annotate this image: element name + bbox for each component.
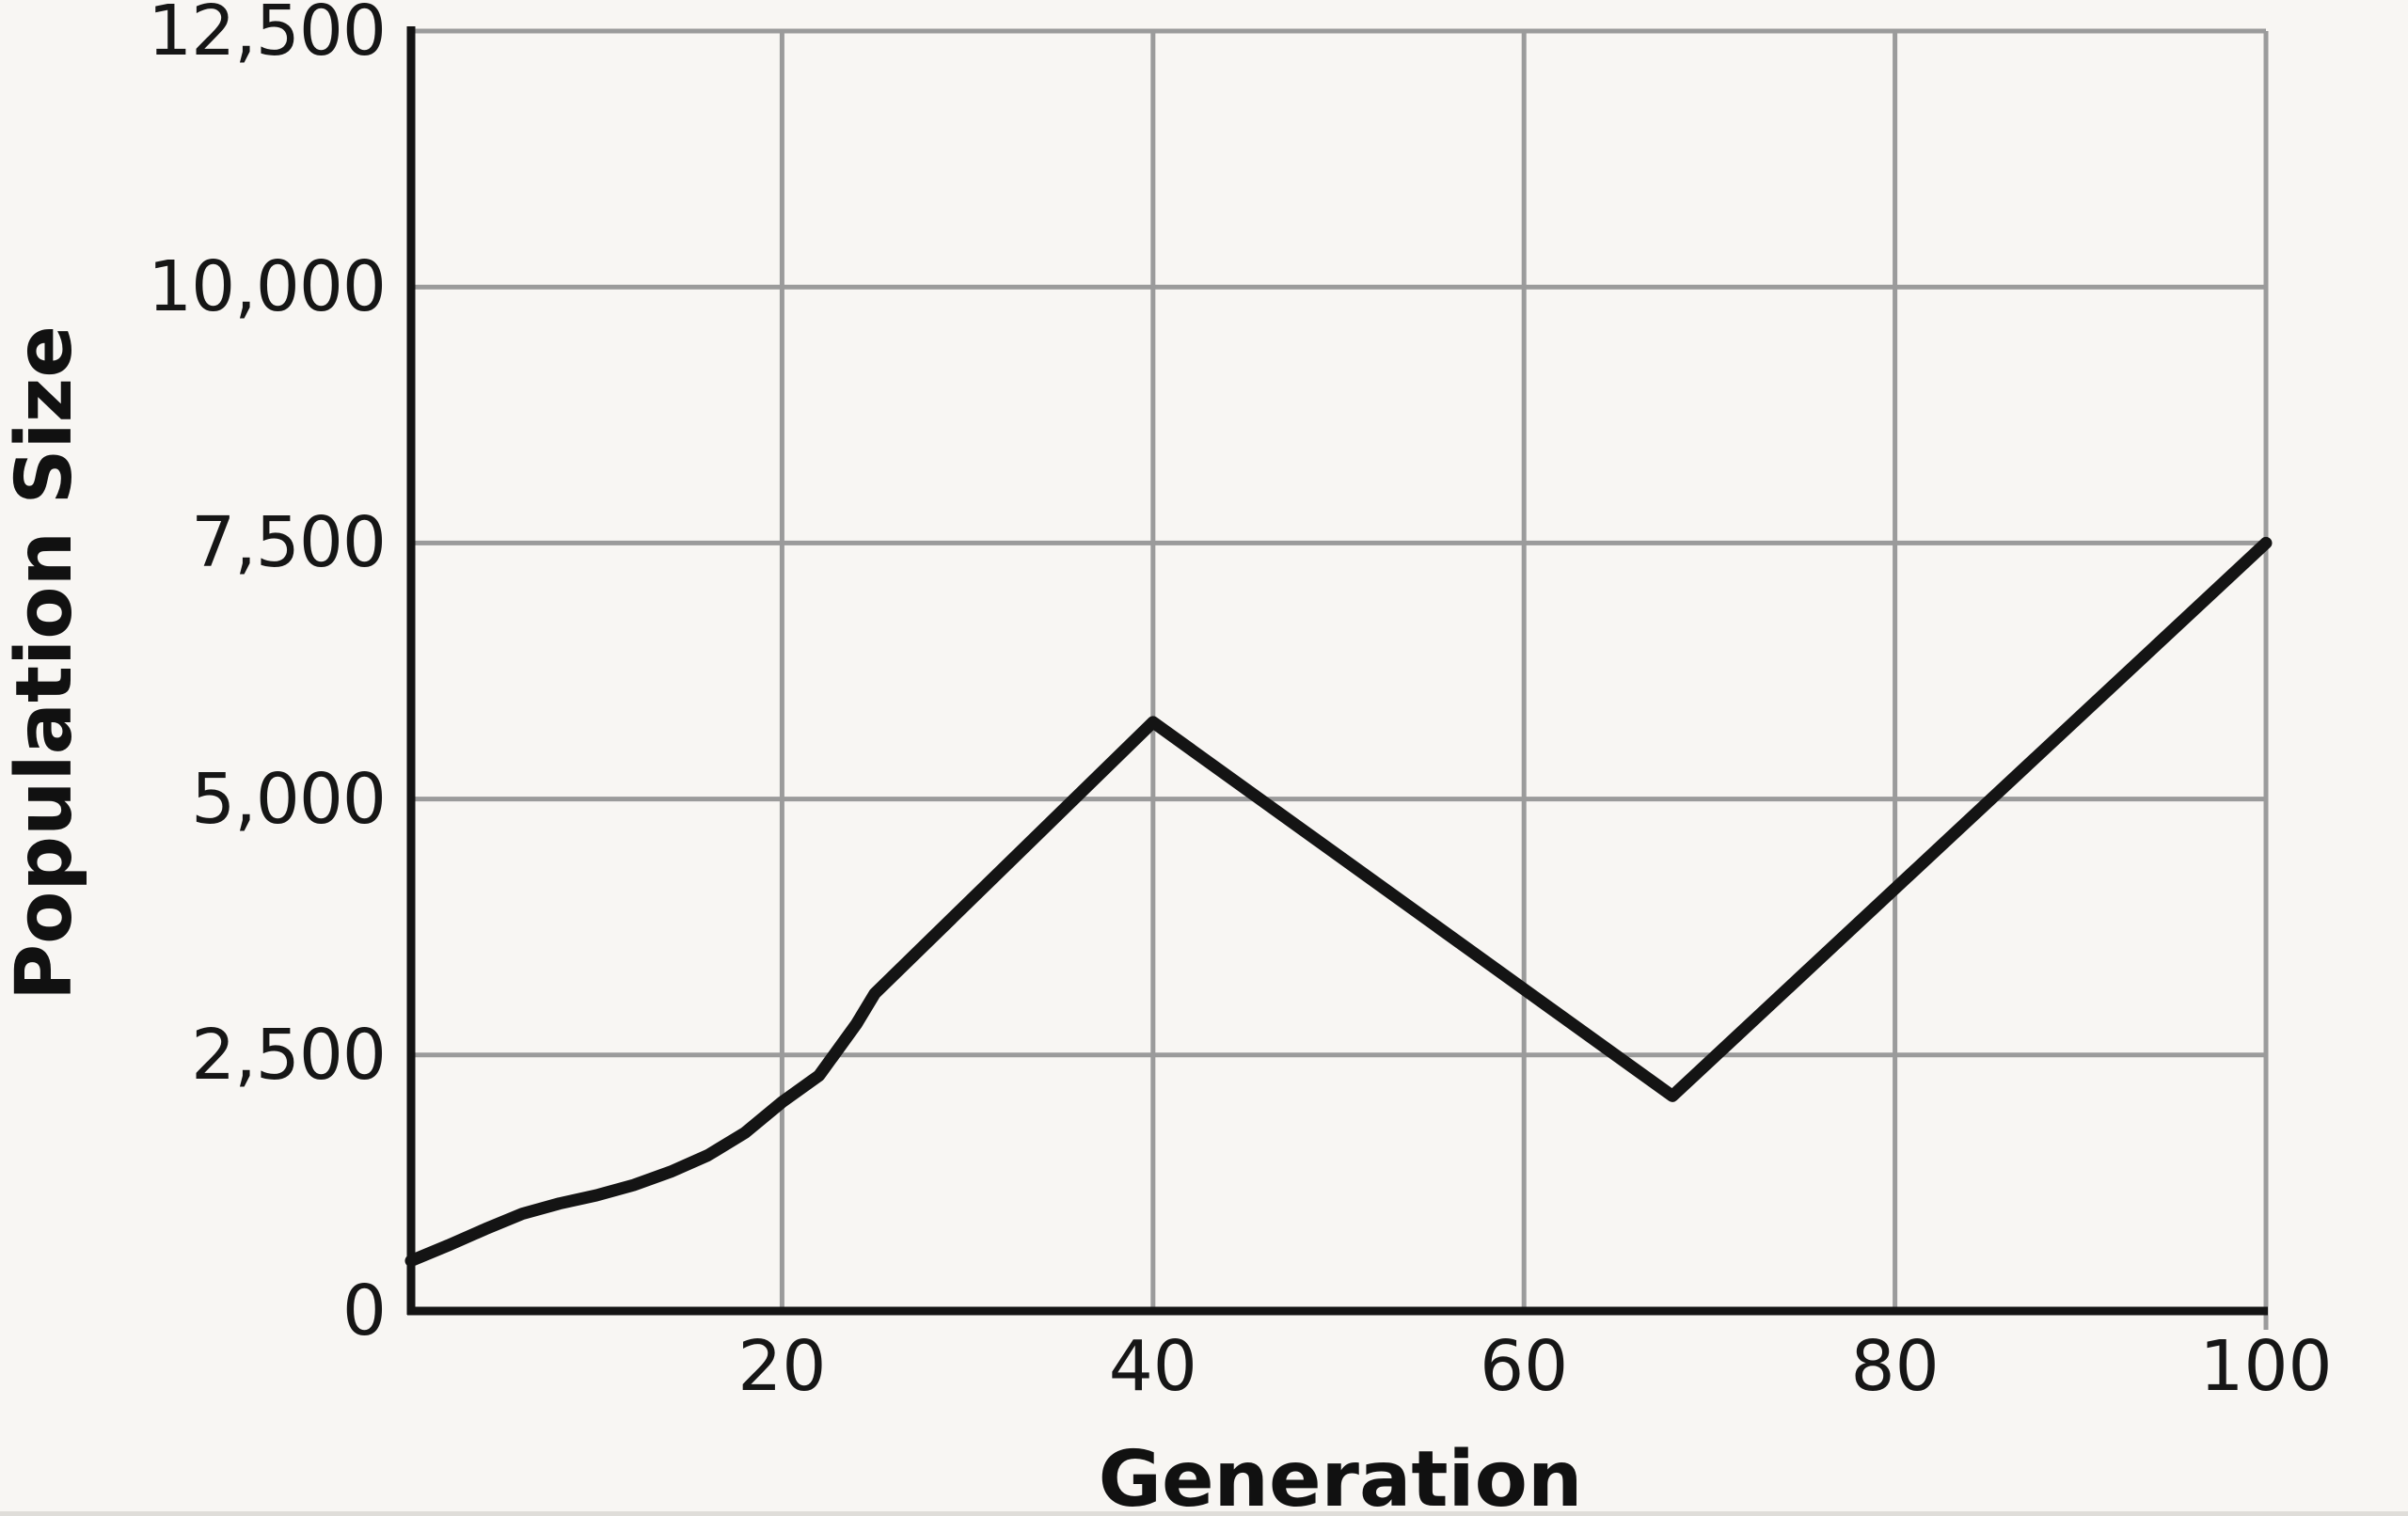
- y-tick-label-7500: 7,500: [191, 502, 387, 584]
- x-axis-title: Generation: [1098, 1435, 1583, 1516]
- series-line-0: [404, 536, 2273, 1268]
- y-tick-label-2500: 2,500: [191, 1014, 387, 1096]
- x-tick-label-60: 60: [1480, 1326, 1569, 1407]
- y-tick-label-12500: 12,500: [148, 0, 387, 71]
- y-tick-label-10000: 10,000: [148, 246, 387, 328]
- y-axis-title: Population Size: [0, 324, 89, 1002]
- x-tick-label-20: 20: [737, 1326, 827, 1407]
- bottom-edge-artifact: [0, 1511, 2408, 1516]
- x-tick-label-80: 80: [1850, 1326, 1940, 1407]
- x-tick-label-40: 40: [1108, 1326, 1197, 1407]
- y-tick-label-5000: 5,000: [191, 758, 387, 840]
- y-tick-label-0: 0: [341, 1271, 387, 1351]
- x-tick-label-100: 100: [2199, 1326, 2333, 1407]
